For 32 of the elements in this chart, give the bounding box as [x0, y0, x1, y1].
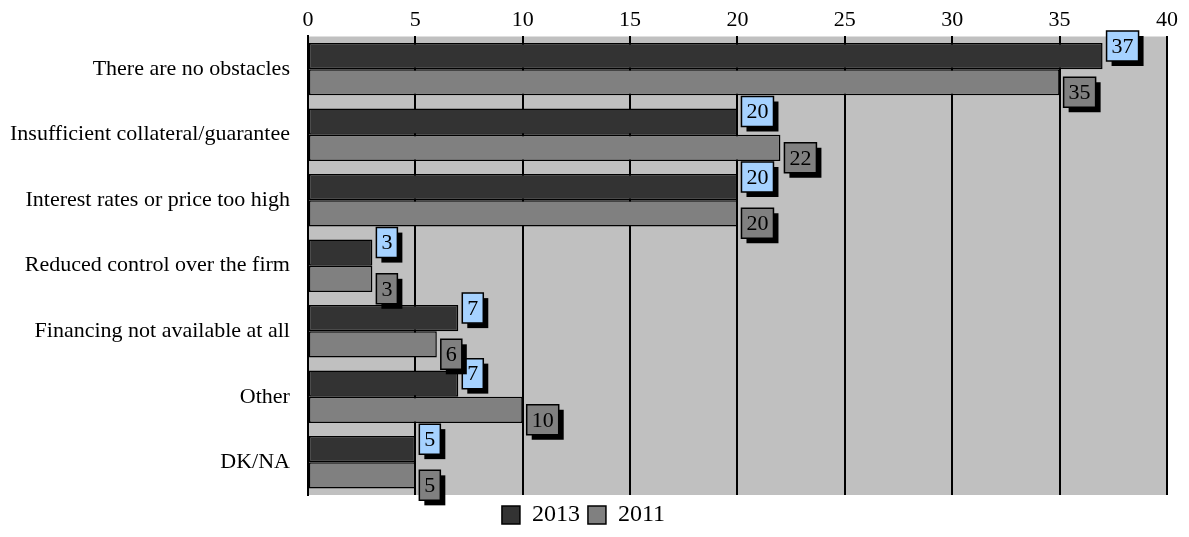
legend-label: 2013 — [531, 500, 580, 527]
y-tick-label: Financing not available at all — [34, 317, 290, 342]
data-label: 20 — [746, 210, 769, 236]
x-tick-label: 30 — [941, 5, 964, 31]
y-tick-label: DK/NA — [220, 448, 291, 474]
data-label: 20 — [746, 163, 769, 189]
data-label: 35 — [1068, 79, 1091, 105]
y-tick-label: There are no obstacles — [92, 54, 290, 80]
data-label: 5 — [424, 472, 436, 498]
x-tick-label: 0 — [302, 5, 314, 31]
x-tick-label: 15 — [619, 5, 642, 31]
data-label: 3 — [381, 275, 393, 301]
data-label: 5 — [424, 425, 436, 451]
data-label: 22 — [789, 144, 812, 170]
data-label: 20 — [746, 98, 769, 124]
x-tick-label: 40 — [1156, 5, 1178, 31]
y-tick-label: Reduced control over the firm — [24, 251, 290, 277]
y-tick-label: Interest rates or price too high — [25, 185, 290, 211]
data-label: 7 — [467, 294, 479, 320]
y-tick-label: Insufficient collateral/guarantee — [10, 120, 290, 146]
x-tick-label: 10 — [511, 5, 534, 31]
data-label: 7 — [467, 360, 479, 386]
data-label: 10 — [531, 406, 554, 432]
y-tick-label: Other — [239, 382, 291, 408]
x-tick-label: 35 — [1048, 5, 1071, 31]
x-tick-label: 20 — [726, 5, 749, 31]
data-label: 6 — [445, 341, 457, 367]
x-tick-label: 5 — [409, 5, 421, 31]
legend-label: 2011 — [617, 500, 666, 527]
data-label: 37 — [1111, 32, 1134, 58]
x-tick-label: 25 — [833, 5, 856, 31]
data-label: 3 — [381, 229, 393, 255]
